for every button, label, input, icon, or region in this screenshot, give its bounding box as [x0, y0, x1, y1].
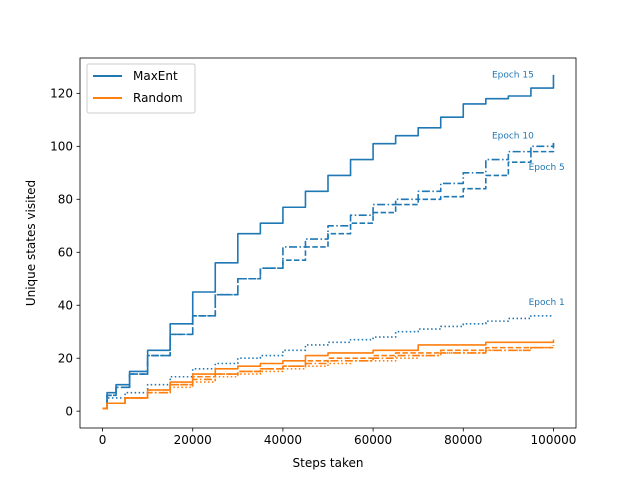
y-tick-label: 20 [58, 352, 73, 366]
annotation-epoch-10: Epoch 10 [492, 131, 534, 141]
annotation-layer: Epoch 15 Epoch 10 Epoch 5 Epoch 1 [492, 71, 565, 309]
x-tick-label: 80000 [444, 433, 482, 447]
axes-layer [79, 57, 577, 429]
legend: MaxEnt Random [86, 63, 196, 114]
x-ticks: 0 20000 40000 60000 80000 100000 [99, 428, 577, 447]
series-line-random-epoch-1 [102, 346, 554, 410]
series-line-maxent-epoch-1 [102, 315, 554, 410]
x-tick-label: 60000 [354, 433, 392, 447]
y-ticks: 0 20 40 60 80 100 120 [50, 87, 80, 418]
x-axis-label: Steps taken [293, 456, 364, 470]
annotation-epoch-1: Epoch 1 [529, 298, 565, 308]
annotation-epoch-15: Epoch 15 [492, 71, 534, 81]
x-tick-label: 100000 [531, 433, 577, 447]
series-line-maxent-epoch-5 [102, 141, 555, 410]
series-line-maxent-epoch-10 [102, 143, 555, 410]
legend-label-maxent: MaxEnt [133, 69, 178, 83]
legend-label-random: Random [133, 91, 183, 105]
x-tick-label: 0 [99, 433, 107, 447]
y-tick-label: 120 [50, 87, 73, 101]
y-tick-label: 100 [50, 140, 73, 154]
y-axis-label: Unique states visited [24, 180, 38, 306]
series-layer [102, 74, 555, 410]
plot-frame [79, 57, 577, 429]
x-tick-label: 40000 [264, 433, 302, 447]
y-tick-label: 80 [58, 193, 73, 207]
y-tick-label: 40 [58, 299, 73, 313]
annotation-epoch-5: Epoch 5 [529, 163, 565, 173]
y-tick-label: 60 [58, 246, 73, 260]
x-tick-label: 20000 [174, 433, 212, 447]
y-tick-label: 0 [65, 404, 73, 418]
